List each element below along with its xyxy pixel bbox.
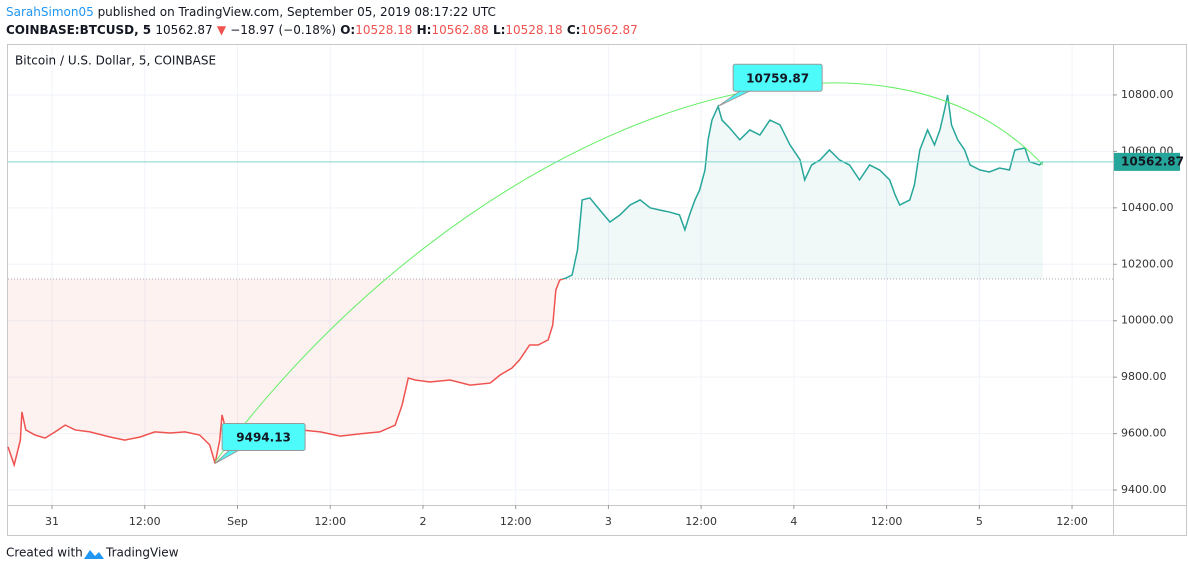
callout-pointer xyxy=(717,89,752,107)
grid xyxy=(8,45,1113,505)
x-tick-label: 2 xyxy=(419,515,426,528)
line-below xyxy=(7,278,566,468)
author[interactable]: SarahSimon05 xyxy=(6,5,94,19)
change: −18.97 (−0.18%) xyxy=(230,23,336,37)
x-tick-label: 12:00 xyxy=(1056,515,1088,528)
x-tick-label: 12:00 xyxy=(500,515,532,528)
x-tick-label: 12:00 xyxy=(685,515,717,528)
h-label: H: xyxy=(417,23,432,37)
chart-frame xyxy=(7,44,1187,536)
callout-label: 9494.13 xyxy=(236,430,291,444)
y-tick-label: 10800.00 xyxy=(1121,88,1174,101)
published: published on TradingView.com, September … xyxy=(98,5,496,19)
y-tick-label: 9800.00 xyxy=(1121,370,1167,383)
line-above xyxy=(560,94,1044,279)
area-below xyxy=(8,278,1043,465)
y-tick-label: 10200.00 xyxy=(1121,257,1174,270)
x-tick-label: 12:00 xyxy=(129,515,161,528)
last-price-label: 10562.87 xyxy=(1121,154,1184,168)
x-tick-label: 5 xyxy=(976,515,983,528)
symbol: COINBASE:BTCUSD, 5 xyxy=(6,23,151,37)
footer-created: Created with xyxy=(6,546,83,560)
y-tick-label: 9600.00 xyxy=(1121,427,1167,440)
last-price-box xyxy=(1114,152,1180,171)
x-tick-label: 31 xyxy=(45,515,59,528)
y-tick-label: 10000.00 xyxy=(1121,314,1174,327)
x-tick-label: 12:00 xyxy=(314,515,346,528)
arc-drawing xyxy=(214,82,1044,463)
close: 10562.87 xyxy=(580,23,637,37)
tradingview-logo xyxy=(84,550,104,559)
y-tick-label: 10400.00 xyxy=(1121,201,1174,214)
arrow: ▼ xyxy=(217,23,227,37)
c-label: C: xyxy=(567,23,581,37)
callout-box xyxy=(732,63,823,92)
open: 10528.18 xyxy=(355,23,412,37)
y-tick-label: 9400.00 xyxy=(1121,483,1167,496)
footer-brand[interactable]: TradingView xyxy=(105,546,179,560)
x-tick-label: Sep xyxy=(227,515,248,528)
chart-title: Bitcoin / U.S. Dollar, 5, COINBASE xyxy=(15,54,216,68)
publish-line: SarahSimon05 published on TradingView.co… xyxy=(6,5,496,19)
callout-box xyxy=(221,422,306,451)
price: 10562.87 xyxy=(155,23,212,37)
o-label: O: xyxy=(340,23,355,37)
x-tick-label: 12:00 xyxy=(871,515,903,528)
plot xyxy=(7,82,1113,468)
l-label: L: xyxy=(493,23,505,37)
ohlc-line: COINBASE:BTCUSD, 5 10562.87 ▼ −18.97 (−0… xyxy=(6,23,638,37)
high: 10562.88 xyxy=(431,23,488,37)
x-tick-label: 4 xyxy=(790,515,797,528)
low: 10528.18 xyxy=(505,23,562,37)
callout-label: 10759.87 xyxy=(746,71,809,85)
x-tick-label: 3 xyxy=(605,515,612,528)
area-above xyxy=(563,94,1043,279)
